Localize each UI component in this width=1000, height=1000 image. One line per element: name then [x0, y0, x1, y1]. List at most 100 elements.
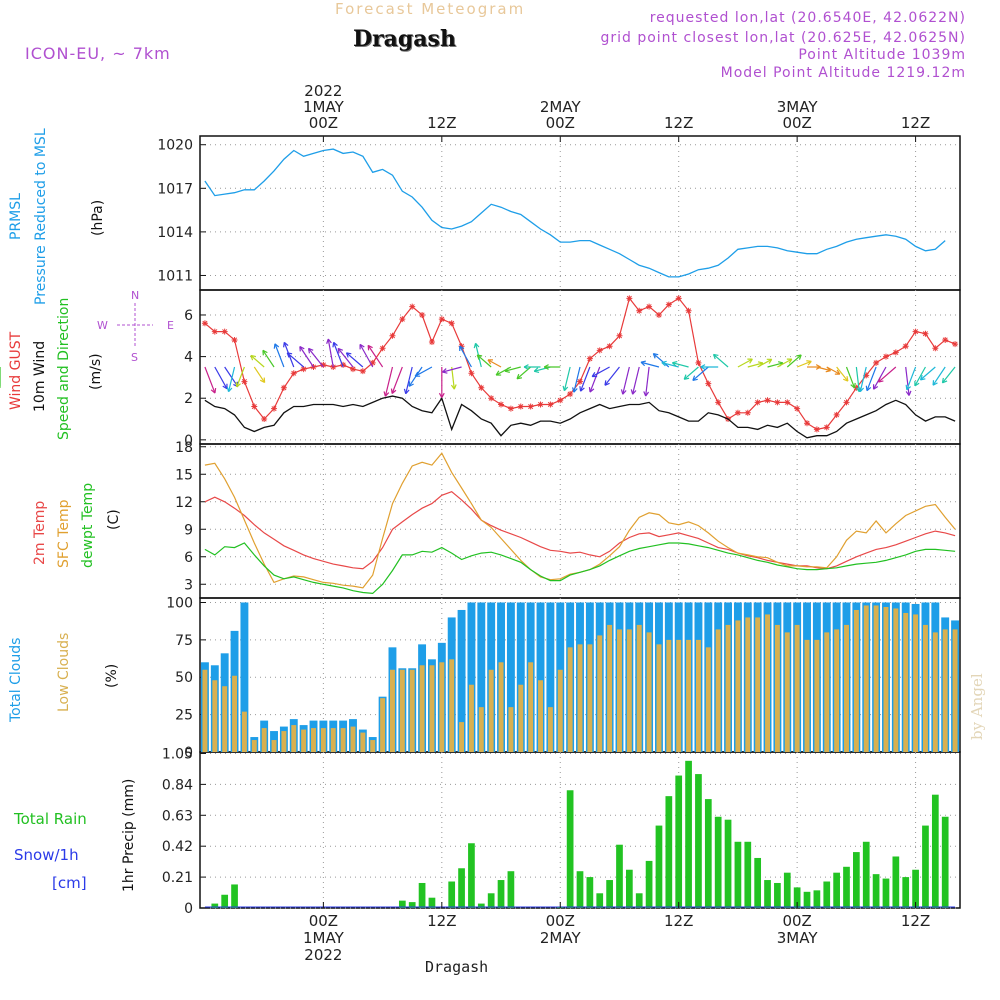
low-cloud-bar	[814, 639, 820, 752]
low-cloud-bar	[952, 629, 958, 752]
gust-marker	[882, 353, 889, 360]
wind-arrow-head	[299, 345, 305, 352]
wind-arrow-head	[476, 354, 483, 360]
wind-arrow-head	[523, 364, 529, 370]
low-cloud-bar	[350, 726, 356, 752]
wind-arrow-head	[332, 341, 338, 348]
bottom-time-label: 00Z	[309, 912, 338, 930]
rain-bar	[744, 841, 752, 908]
low-cloud-bar	[508, 707, 514, 752]
wind-arrow-head	[786, 358, 793, 364]
low-cloud-bar	[429, 665, 435, 752]
rain-bar	[576, 871, 584, 908]
rain-bar	[704, 799, 712, 908]
gust-marker	[695, 359, 702, 366]
ytick-label-clouds: 50	[175, 670, 193, 686]
low-cloud-bar	[380, 698, 386, 752]
gust-marker	[764, 397, 771, 404]
wind-arrow	[905, 366, 917, 391]
low-cloud-bar	[291, 725, 297, 752]
wind-arrow	[359, 343, 374, 368]
low-cloud-bar	[715, 629, 721, 752]
low-cloud-bar	[459, 722, 465, 752]
ytick-label-precipitation: 1.05	[162, 746, 193, 762]
wind-arrow-head	[652, 353, 659, 359]
panel-frame-temperature	[199, 443, 961, 599]
wind-arrow-shaft	[757, 358, 773, 368]
rain-bar	[477, 903, 485, 908]
wind-arrow	[476, 354, 492, 368]
wind-arrow-head	[630, 389, 637, 395]
ytick-label-temperature: 6	[184, 550, 193, 566]
wind-arrow	[214, 366, 228, 390]
low-cloud-bar	[626, 629, 632, 752]
wind-arrow-head	[326, 338, 332, 344]
wind-arrow	[383, 366, 394, 397]
wind-arrow-shaft	[747, 362, 764, 368]
rain-bar	[497, 880, 505, 908]
wind-arrow-shaft	[299, 346, 315, 368]
rain-bar	[823, 881, 831, 908]
low-cloud-bar	[399, 669, 405, 752]
rain-bar	[754, 857, 762, 908]
rain-bar	[635, 893, 643, 908]
top-time-label: 00Z	[782, 114, 811, 132]
wind-arrow	[919, 366, 936, 381]
wind-arrow	[450, 366, 457, 390]
ytick-label-temperature: 12	[175, 495, 193, 511]
gust-marker	[774, 399, 781, 406]
rain-bar	[833, 872, 840, 908]
gust-marker	[715, 399, 722, 406]
wind-arrow	[414, 366, 433, 377]
gust-marker	[369, 359, 376, 366]
temp-2m-line	[204, 491, 956, 570]
low-cloud-bar	[212, 680, 218, 752]
low-cloud-bar	[528, 662, 534, 752]
wind-arrow-shaft	[878, 366, 897, 383]
wind-arrow-head	[533, 367, 540, 374]
gust-marker	[665, 301, 672, 308]
wind-arrow-head	[643, 391, 650, 397]
rain-bar	[655, 825, 663, 908]
wind-arrow-head	[588, 387, 595, 393]
low-cloud-bar	[567, 647, 573, 752]
low-cloud-bar	[844, 624, 849, 752]
wind-arrow	[604, 366, 620, 386]
wind-arrow-head	[262, 349, 268, 356]
rain-bar	[774, 882, 781, 908]
wind-arrow-shaft	[632, 366, 640, 395]
rain-bar	[714, 816, 722, 908]
low-cloud-bar	[311, 728, 316, 752]
ytick-label-wind: 2	[184, 391, 193, 407]
ytick-label-temperature: 3	[184, 577, 193, 593]
wind-arrow	[630, 366, 640, 395]
gust-marker	[685, 307, 692, 314]
rain-bar	[695, 774, 702, 908]
gust-marker	[655, 311, 662, 318]
wind-arrow-head	[932, 380, 938, 386]
wind-arrow-head	[307, 347, 314, 354]
rain-bar	[398, 900, 406, 908]
rain-bar	[221, 894, 229, 908]
rain-bar	[606, 880, 613, 908]
rain-label-snow: Snow/1h	[14, 846, 79, 864]
wind-arrow	[652, 353, 670, 368]
rain-bar	[783, 872, 791, 908]
wind-arrow-shaft	[796, 360, 812, 368]
gust-marker	[863, 372, 870, 379]
wind-arrow-shaft	[932, 366, 946, 386]
rain-bar	[211, 903, 219, 908]
low-cloud-bar	[883, 606, 889, 752]
bottom-time-label: 12Z	[664, 912, 693, 930]
wind-arrow	[204, 366, 217, 394]
wind-arrow	[533, 366, 551, 374]
top-time-label: 1MAY	[303, 98, 345, 116]
ytick-label-pressure: 1011	[157, 268, 193, 284]
wind-arrow-shaft	[391, 366, 403, 394]
low-cloud-bar	[577, 644, 583, 752]
wind-arrow-shaft	[451, 366, 455, 390]
wind-arrow	[640, 360, 660, 368]
wind-arrow	[786, 354, 802, 368]
low-cloud-bar	[695, 639, 701, 752]
